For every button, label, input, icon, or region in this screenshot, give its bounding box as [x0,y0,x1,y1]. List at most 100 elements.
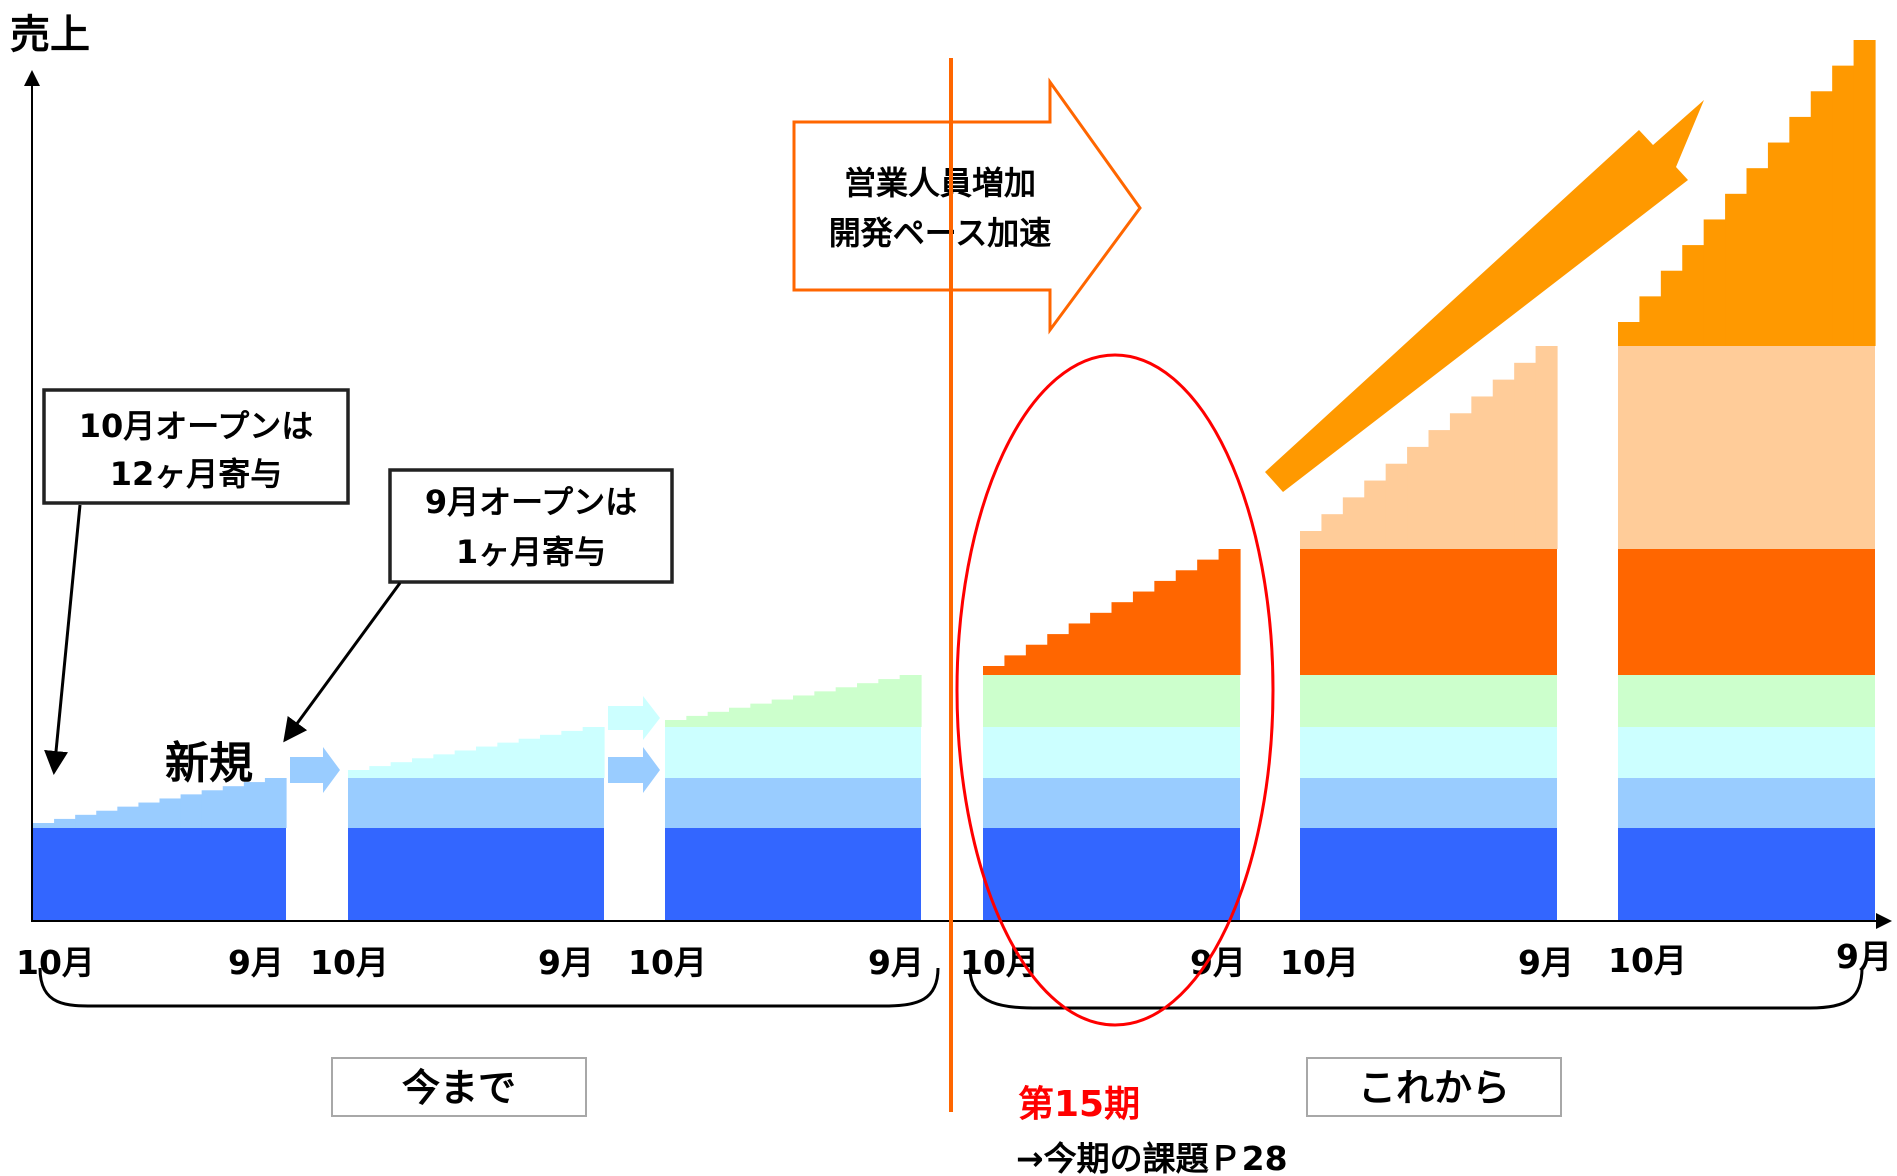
period-2-new-step-10 [540,734,562,778]
past-section-label: 今まで [402,1066,516,1110]
period-1-new-step-1 [33,823,55,828]
october-open-callout [42,388,350,505]
period-1-new-step-10 [222,786,245,828]
transition-arrow-1 [290,747,340,793]
period-5-new-step-8 [1449,413,1472,549]
period-2-new-step-1 [348,770,370,778]
new-label: 新規 [165,738,253,789]
transition-arrow-3 [608,696,660,740]
period-2-new-step-4 [412,758,434,778]
period-6-start-label: 10月 [1608,941,1687,980]
period-2-new-step-6 [454,750,477,778]
strategy-arrow-line2: 開発ペース加速 [829,214,1051,252]
period-2-new-step-3 [390,762,413,778]
period-5-new-step-2 [1321,514,1344,549]
period-1-new-step-12 [264,778,287,828]
september-open-pointer [283,582,402,743]
period-5-layer-5 [1300,549,1557,675]
period-5-layer-1 [1300,828,1557,922]
period-6-new-step-7 [1746,168,1769,346]
period-6-layer-5 [1618,549,1875,675]
strategy-arrow-line1: 営業人員増加 [844,164,1036,202]
period-1-end-label: 9月 [228,943,284,982]
period-3-new-step-6 [771,699,794,727]
period-6-new-step-4 [1682,245,1705,346]
future-section-box [1306,1057,1562,1117]
strategy-arrow [792,77,1142,335]
y-axis-label: 売上 [10,12,90,58]
period-2-layer-1 [348,828,604,922]
september-open-line1: 9月オープンは [425,483,637,521]
period-3-start-label: 10月 [628,943,707,982]
future-section-label: これから [1358,1066,1510,1110]
period-2-new-step-12 [582,727,605,778]
period-5-new-step-4 [1364,480,1387,549]
period-3-new-step-4 [729,707,751,727]
period-4-layer-3 [983,727,1240,778]
period-2-new-step-11 [561,730,584,778]
future-brace [968,967,1864,1010]
period-6-new-step-9 [1789,116,1812,346]
period-3-new-step-1 [665,720,687,727]
period-5-new-step-11 [1514,362,1537,549]
period-3-layer-3 [665,727,921,778]
september-open-line2: 1ヶ月寄与 [456,533,606,571]
period-6-new-step-8 [1767,142,1790,346]
period-4-new-step-7 [1111,602,1134,675]
period-1-new-step-2 [54,818,76,828]
transition-arrow-2 [608,747,660,793]
period-2-layer-2 [348,778,604,828]
period-5-end-label: 9月 [1518,943,1574,982]
period-6-layer-3 [1618,727,1875,778]
period-5-new-step-1 [1300,531,1323,549]
october-open-line1: 10月オープンは [79,407,314,445]
period-1-new-step-8 [180,794,203,828]
period-4-new-step-3 [1025,644,1048,675]
period-2-new-step-7 [476,746,498,778]
growth-arrow [1265,100,1704,492]
period-4-new-step-4 [1047,634,1070,675]
period-5-start-label: 10月 [1280,943,1359,982]
current-period-highlight [955,353,1275,1027]
period-4-new-step-2 [1004,655,1027,675]
period-3-new-step-7 [793,695,815,727]
period-5-new-step-12 [1535,346,1558,549]
period-6-new-step-5 [1703,219,1726,346]
period-4-new-step-11 [1197,559,1220,675]
period-3-new-step-8 [814,691,837,727]
period-2-start-label: 10月 [310,943,389,982]
period-6-layer-2 [1618,778,1875,828]
october-open-line2: 12ヶ月寄与 [110,455,283,493]
period-4-new-step-12 [1218,549,1241,675]
period-6-new-step-2 [1639,296,1662,346]
period-5-new-step-5 [1385,463,1408,549]
period-6-new-step-3 [1660,270,1683,346]
period-5-layer-4 [1300,675,1557,727]
period-3-layer-2 [665,778,921,828]
period-1-new-step-6 [138,802,161,828]
period-6-new-step-12 [1853,40,1876,346]
october-open-pointer [44,504,82,775]
period-3-new-step-3 [707,711,730,727]
past-section-box [331,1057,587,1117]
period-6-new-step-10 [1810,91,1833,346]
period-5-new-step-10 [1492,379,1515,549]
period-2-new-step-9 [518,738,541,778]
period-6-layer-4 [1618,675,1875,727]
period-5-new-step-6 [1407,446,1430,549]
period-5-layer-3 [1300,727,1557,778]
period-1-new-step-7 [159,798,182,828]
period-4-layer-1 [983,828,1240,922]
period-5-new-step-9 [1471,396,1494,549]
current-period-label: 第15期 [1018,1084,1140,1125]
period-4-new-step-8 [1132,591,1155,675]
period-1-new-step-3 [75,814,97,828]
period-4-new-step-1 [983,666,1006,675]
september-open-callout [388,468,674,584]
period-3-end-label: 9月 [868,943,924,982]
past-brace [38,967,940,1008]
period-6-new-step-1 [1618,322,1641,346]
period-2-end-label: 9月 [538,943,594,982]
period-1-new-step-5 [117,806,140,828]
period-5-new-step-3 [1342,497,1365,549]
